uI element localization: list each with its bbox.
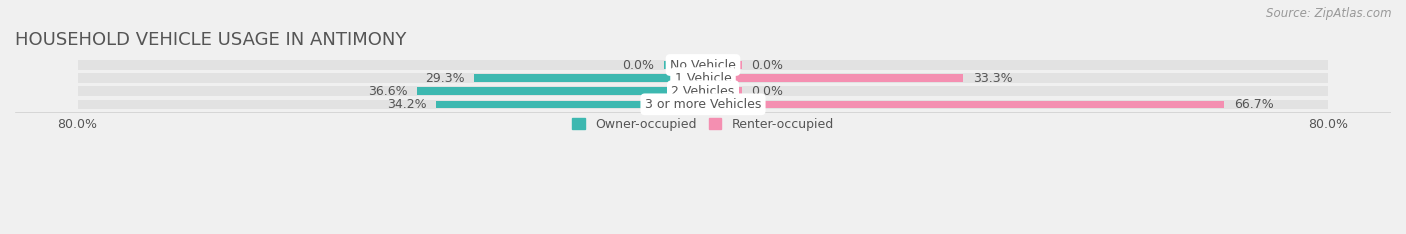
Text: 34.2%: 34.2% <box>387 98 426 111</box>
Bar <box>664 61 703 69</box>
Text: No Vehicle: No Vehicle <box>671 58 735 72</box>
Text: 33.3%: 33.3% <box>973 72 1012 85</box>
Bar <box>436 101 703 108</box>
Text: 66.7%: 66.7% <box>1234 98 1274 111</box>
Bar <box>416 88 703 95</box>
Text: 2 Vehicles: 2 Vehicles <box>672 85 734 98</box>
Text: 0.0%: 0.0% <box>751 58 783 72</box>
Text: 0.0%: 0.0% <box>751 85 783 98</box>
Text: HOUSEHOLD VEHICLE USAGE IN ANTIMONY: HOUSEHOLD VEHICLE USAGE IN ANTIMONY <box>15 31 406 49</box>
Text: 29.3%: 29.3% <box>425 72 464 85</box>
Bar <box>77 60 1329 70</box>
Text: 3 or more Vehicles: 3 or more Vehicles <box>645 98 761 111</box>
Text: Source: ZipAtlas.com: Source: ZipAtlas.com <box>1267 7 1392 20</box>
Bar <box>703 88 742 95</box>
Text: 36.6%: 36.6% <box>368 85 408 98</box>
Bar <box>77 87 1329 96</box>
Bar <box>77 100 1329 109</box>
Bar <box>474 74 703 82</box>
Bar <box>703 101 1225 108</box>
Legend: Owner-occupied, Renter-occupied: Owner-occupied, Renter-occupied <box>568 113 838 136</box>
Text: 1 Vehicle: 1 Vehicle <box>675 72 731 85</box>
Bar <box>77 73 1329 83</box>
Text: 0.0%: 0.0% <box>623 58 655 72</box>
Bar <box>703 61 742 69</box>
Bar <box>703 74 963 82</box>
